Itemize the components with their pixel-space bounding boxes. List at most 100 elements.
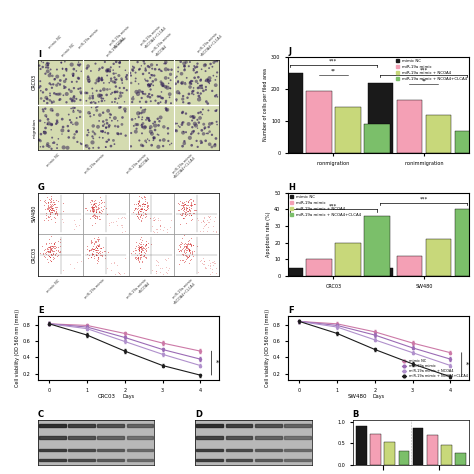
Point xyxy=(94,253,101,261)
Point xyxy=(49,207,57,214)
Point xyxy=(61,58,69,65)
Point xyxy=(49,206,57,214)
Point xyxy=(82,89,90,97)
Point xyxy=(90,203,97,211)
Point xyxy=(138,94,146,102)
Point xyxy=(116,63,123,71)
Point xyxy=(199,254,207,262)
Point xyxy=(115,72,123,79)
Point xyxy=(41,129,49,137)
Point xyxy=(161,255,168,263)
Point xyxy=(41,119,49,127)
Point xyxy=(141,253,149,261)
Point xyxy=(159,226,166,234)
Point xyxy=(150,72,158,79)
Point xyxy=(44,248,52,256)
Bar xyxy=(255,424,282,427)
Point xyxy=(70,70,77,78)
Point xyxy=(213,118,220,126)
Point xyxy=(39,249,47,256)
Point xyxy=(138,206,146,213)
Point xyxy=(182,240,190,248)
Point xyxy=(137,252,144,259)
Point xyxy=(146,74,154,82)
Bar xyxy=(174,105,219,150)
Point xyxy=(181,257,189,265)
Point xyxy=(144,114,151,122)
Point xyxy=(106,114,114,121)
Point xyxy=(197,137,205,145)
Point xyxy=(89,246,96,253)
Point xyxy=(60,84,68,92)
Point xyxy=(115,270,122,277)
Point xyxy=(135,206,143,213)
Point xyxy=(51,238,59,246)
Point xyxy=(105,136,112,144)
Point xyxy=(113,221,121,229)
Point xyxy=(41,206,48,213)
Point xyxy=(68,97,76,105)
Point xyxy=(198,259,206,266)
Point xyxy=(42,214,50,222)
Point xyxy=(141,200,148,208)
Point xyxy=(54,141,61,148)
Point xyxy=(60,82,68,90)
Point xyxy=(109,137,117,144)
Point xyxy=(97,210,104,217)
Point xyxy=(207,77,214,84)
Point xyxy=(190,206,198,214)
Point xyxy=(45,60,53,67)
Point xyxy=(47,81,55,88)
Point xyxy=(48,242,55,249)
Point xyxy=(179,201,187,209)
Point xyxy=(101,255,109,262)
Point xyxy=(73,128,81,136)
Point xyxy=(41,105,49,112)
Point xyxy=(51,203,59,211)
Point xyxy=(147,128,155,136)
Point xyxy=(183,240,191,247)
Point xyxy=(179,199,186,207)
Point xyxy=(87,239,94,247)
Point xyxy=(51,75,59,82)
Point xyxy=(108,218,115,226)
Point xyxy=(92,243,100,250)
Point xyxy=(36,143,44,151)
Point xyxy=(47,233,55,240)
Point xyxy=(93,214,101,221)
Point xyxy=(179,205,186,212)
Point xyxy=(51,75,58,83)
Point xyxy=(44,243,52,250)
Point xyxy=(88,208,96,215)
Point xyxy=(118,75,125,82)
Point xyxy=(201,257,208,265)
Point xyxy=(183,242,191,249)
Point xyxy=(121,98,128,106)
Point xyxy=(139,246,146,254)
Point xyxy=(150,228,157,236)
Point xyxy=(93,212,100,219)
Text: *: * xyxy=(215,360,219,366)
Point xyxy=(44,121,51,128)
Bar xyxy=(127,437,153,439)
Point xyxy=(191,120,199,128)
Point xyxy=(43,210,50,217)
Point xyxy=(53,252,61,260)
Point xyxy=(111,270,119,278)
Point xyxy=(87,237,94,244)
Point xyxy=(90,207,98,215)
Point xyxy=(158,80,166,87)
Point xyxy=(45,243,53,251)
Point xyxy=(114,130,121,137)
Point xyxy=(47,239,55,247)
Text: miR-19a mimic
+NCOA4: miR-19a mimic +NCOA4 xyxy=(126,278,151,303)
Point xyxy=(53,211,61,219)
Point xyxy=(186,240,193,248)
Point xyxy=(187,240,194,248)
Text: *: * xyxy=(465,362,469,368)
Point xyxy=(155,93,163,100)
Point xyxy=(48,204,55,211)
Point xyxy=(201,263,209,270)
Point xyxy=(180,214,187,221)
Point xyxy=(118,76,126,84)
